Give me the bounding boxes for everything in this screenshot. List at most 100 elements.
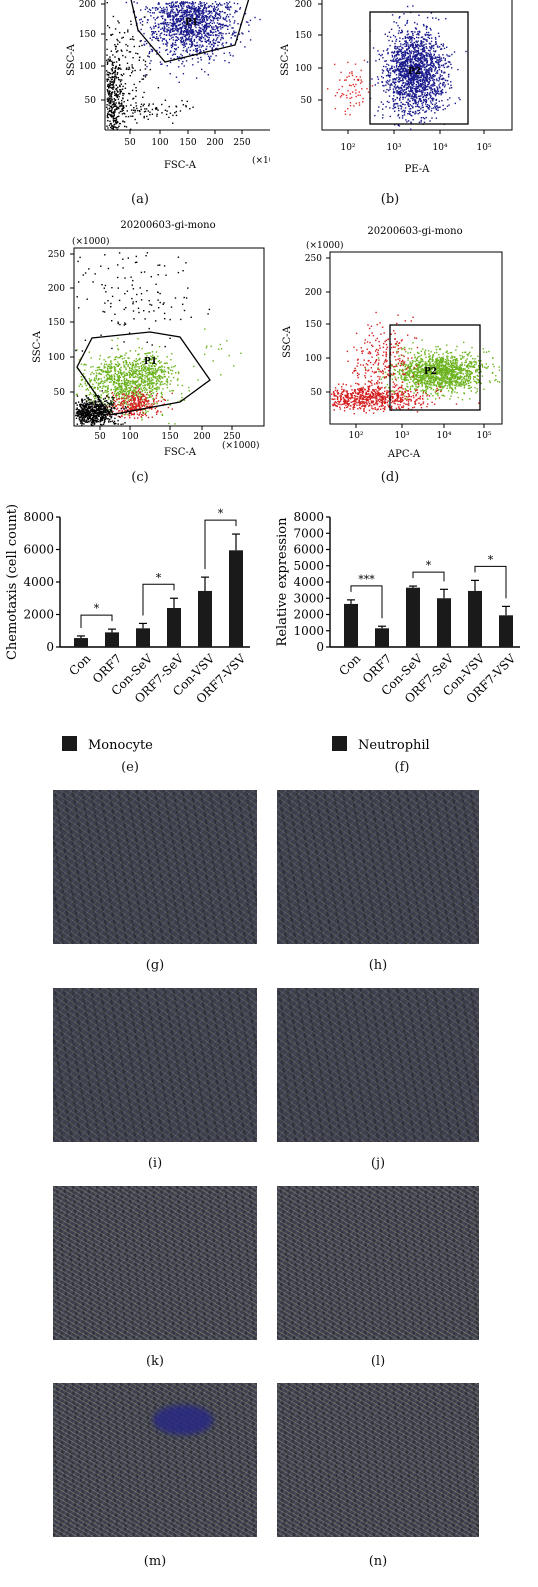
data-point xyxy=(139,56,141,58)
data-point xyxy=(127,390,130,392)
data-point xyxy=(113,114,115,117)
data-point xyxy=(163,398,166,401)
data-point xyxy=(103,370,105,373)
data-point xyxy=(398,27,401,29)
data-point xyxy=(159,6,161,8)
data-point xyxy=(145,369,148,371)
data-point xyxy=(146,389,148,391)
data-point xyxy=(405,101,408,103)
data-point xyxy=(107,377,109,379)
data-point xyxy=(144,76,147,78)
data-point xyxy=(410,64,412,67)
data-point xyxy=(112,116,115,118)
data-point xyxy=(143,117,145,119)
data-point xyxy=(151,372,154,374)
y-axis-unit-c: (×1000) xyxy=(72,236,109,247)
data-point xyxy=(426,59,428,61)
data-point xyxy=(116,388,119,390)
data-point xyxy=(423,94,425,96)
data-point xyxy=(386,100,389,103)
data-point xyxy=(410,88,412,91)
data-point xyxy=(227,28,229,30)
data-point xyxy=(398,80,400,83)
data-point xyxy=(161,112,163,114)
data-point xyxy=(242,33,244,35)
data-point xyxy=(125,368,127,371)
data-point xyxy=(398,66,400,68)
data-point xyxy=(341,93,343,95)
data-point xyxy=(436,61,438,64)
data-point xyxy=(398,72,400,75)
data-point xyxy=(150,359,153,361)
data-point xyxy=(146,359,148,362)
data-point xyxy=(111,339,113,341)
data-point xyxy=(416,65,418,67)
data-point xyxy=(128,68,131,70)
data-point xyxy=(124,399,126,402)
data-point xyxy=(149,62,151,65)
data-point xyxy=(395,87,398,89)
data-point xyxy=(181,15,184,17)
y-axis-label-b: SSC-A xyxy=(280,43,291,76)
data-point xyxy=(215,55,217,57)
data-point xyxy=(116,379,118,382)
data-point xyxy=(447,99,449,101)
data-point xyxy=(229,21,231,23)
data-point xyxy=(167,406,170,409)
data-point xyxy=(81,385,83,388)
data-point xyxy=(410,121,412,123)
data-point xyxy=(88,393,90,396)
data-point xyxy=(108,381,111,383)
data-point xyxy=(202,28,204,30)
data-point xyxy=(417,32,419,35)
data-point xyxy=(411,78,413,80)
data-point xyxy=(196,21,198,23)
data-point xyxy=(107,378,109,380)
data-point xyxy=(129,38,132,40)
data-point xyxy=(214,8,217,10)
data-point xyxy=(213,39,215,41)
data-point xyxy=(416,23,418,25)
data-point xyxy=(107,97,109,99)
data-point xyxy=(392,98,394,100)
data-point xyxy=(138,405,140,407)
data-point xyxy=(402,38,404,40)
data-point xyxy=(389,79,391,81)
data-point xyxy=(413,48,415,50)
data-point xyxy=(161,365,163,367)
data-point xyxy=(422,55,424,57)
data-point xyxy=(145,6,147,8)
data-point xyxy=(207,23,209,25)
data-point xyxy=(116,38,118,41)
data-point xyxy=(390,28,393,30)
data-point xyxy=(385,66,387,68)
data-point xyxy=(115,127,117,129)
data-point xyxy=(135,394,138,396)
data-point xyxy=(159,22,162,25)
data-point xyxy=(133,398,135,400)
data-point xyxy=(226,7,228,9)
plot-frame-a xyxy=(104,0,270,131)
data-point xyxy=(174,33,176,35)
data-point xyxy=(218,14,220,16)
data-point xyxy=(166,6,168,8)
data-point xyxy=(89,401,91,403)
data-point xyxy=(395,38,398,41)
data-point xyxy=(425,105,428,107)
data-point xyxy=(439,60,441,63)
data-point xyxy=(116,87,118,90)
data-point xyxy=(393,66,396,68)
data-point xyxy=(126,396,128,398)
data-point xyxy=(137,395,139,397)
data-point xyxy=(122,362,125,364)
data-point xyxy=(415,89,417,91)
data-point xyxy=(203,50,205,52)
data-point xyxy=(428,82,430,84)
data-point xyxy=(199,27,201,29)
data-point xyxy=(208,6,211,8)
data-point xyxy=(190,28,192,31)
data-point xyxy=(395,22,398,24)
data-point xyxy=(208,26,210,28)
data-point xyxy=(401,115,404,117)
data-point xyxy=(165,362,167,364)
